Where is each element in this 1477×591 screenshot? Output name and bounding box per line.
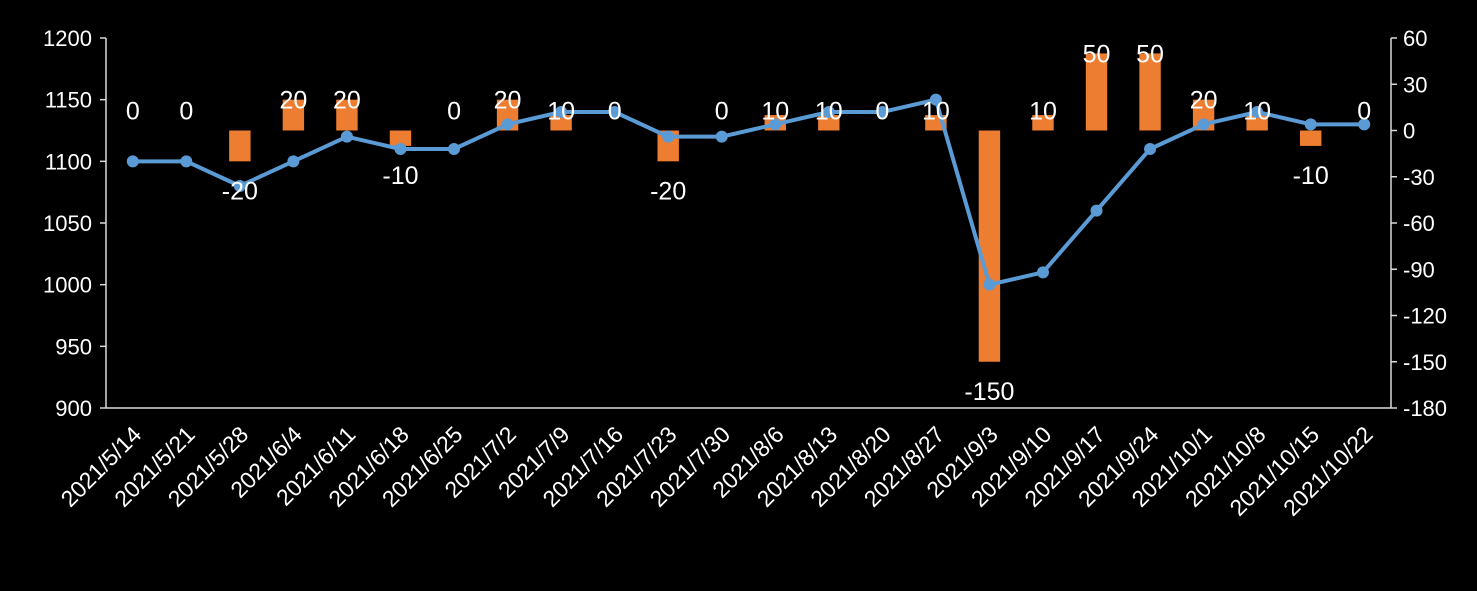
bar-data-label: 10 xyxy=(1243,98,1271,126)
right-tick-label: -90 xyxy=(1403,257,1435,282)
line-point xyxy=(126,155,139,168)
right-tick-label: -120 xyxy=(1403,304,1447,329)
line-point xyxy=(608,106,621,118)
left-tick-label: 900 xyxy=(55,396,92,421)
right-tick-label: -60 xyxy=(1403,211,1435,236)
bar xyxy=(389,130,412,146)
bar xyxy=(229,130,251,162)
bar xyxy=(282,99,305,131)
bar-data-label: -150 xyxy=(964,378,1014,406)
line-point xyxy=(1144,143,1157,155)
bar xyxy=(550,115,572,131)
bar-data-label: 0 xyxy=(1357,98,1371,126)
bar xyxy=(1139,53,1161,131)
bar-data-label: 20 xyxy=(333,87,361,115)
bar-data-label: 10 xyxy=(1029,98,1057,126)
line-point xyxy=(501,118,514,131)
bar xyxy=(1085,53,1108,131)
bar-data-label: -10 xyxy=(1293,162,1329,190)
line-point xyxy=(715,130,728,143)
line-point xyxy=(929,93,942,106)
line-point xyxy=(1304,118,1317,131)
bar xyxy=(1032,115,1054,131)
right-tick-label: -30 xyxy=(1403,165,1435,190)
right-tick-label: -150 xyxy=(1403,350,1447,375)
line-point xyxy=(555,106,568,118)
right-tick-label: 60 xyxy=(1403,26,1427,51)
line-series xyxy=(126,93,1371,291)
line-point xyxy=(1090,204,1103,217)
line-point xyxy=(1036,266,1049,279)
line-point xyxy=(662,130,675,143)
line-path xyxy=(132,97,1365,287)
line-point xyxy=(822,106,835,118)
line-point xyxy=(1251,106,1264,118)
bar-data-label: 20 xyxy=(279,87,307,115)
line-point xyxy=(340,130,353,143)
bar-data-label: -20 xyxy=(222,177,258,205)
bar xyxy=(336,99,358,131)
left-tick-label: 1150 xyxy=(45,88,92,113)
bar-data-label: 0 xyxy=(715,98,729,126)
bar-data-label: 10 xyxy=(761,98,789,126)
bar-data-label: 20 xyxy=(1190,87,1218,115)
line-point xyxy=(233,180,246,192)
line-point xyxy=(394,143,407,155)
bar-data-label: 0 xyxy=(126,98,140,126)
bar-data-label: 10 xyxy=(815,98,843,126)
line-point xyxy=(769,118,782,131)
bar xyxy=(1299,130,1322,146)
bar-data-label: 50 xyxy=(1136,40,1164,68)
bar-data-label: -20 xyxy=(650,177,686,205)
left-tick-label: 1050 xyxy=(43,211,92,236)
bar-data-label: 10 xyxy=(547,98,575,126)
line-point xyxy=(287,155,300,168)
bar xyxy=(978,130,1001,362)
right-tick-label: -180 xyxy=(1403,396,1447,421)
bar-data-label: 0 xyxy=(179,98,193,126)
bar-data-label: 20 xyxy=(494,87,522,115)
right-axis: 60 30 0 -30 -60 -90 -120 -150 -180 xyxy=(1390,26,1447,421)
bar xyxy=(1246,115,1268,131)
bar-data-label: 0 xyxy=(447,98,461,126)
line-point xyxy=(1358,118,1371,131)
bar-data-label: 10 xyxy=(922,98,950,126)
bar-data-label: 0 xyxy=(875,98,889,126)
line-point xyxy=(876,106,889,118)
line-point xyxy=(448,143,461,155)
x-axis: 2021/5/142021/5/212021/5/282021/6/42021/… xyxy=(56,407,1391,521)
data-labels: 0 0 -20 20 20 -10 0 20 10 0 -20 0 10 10 0 10 -150 10 50 50 2… xyxy=(126,40,1371,405)
line-point xyxy=(983,278,996,291)
bar-data-label: 50 xyxy=(1083,40,1111,68)
bar-data-label: 0 xyxy=(608,98,622,126)
right-tick-label: 0 xyxy=(1403,119,1415,144)
bar-data-label: -10 xyxy=(382,162,418,190)
left-axis: 1200 1150 1100 1050 1000 950 900 xyxy=(43,26,107,421)
bar xyxy=(818,115,840,131)
line-point xyxy=(180,155,193,168)
left-tick-label: 1000 xyxy=(43,273,92,298)
line-point xyxy=(1197,118,1210,131)
left-tick-label: 950 xyxy=(55,334,92,359)
left-tick-label: 1200 xyxy=(43,26,92,51)
left-tick-label: 1100 xyxy=(45,149,92,174)
right-tick-label: 30 xyxy=(1403,72,1427,97)
